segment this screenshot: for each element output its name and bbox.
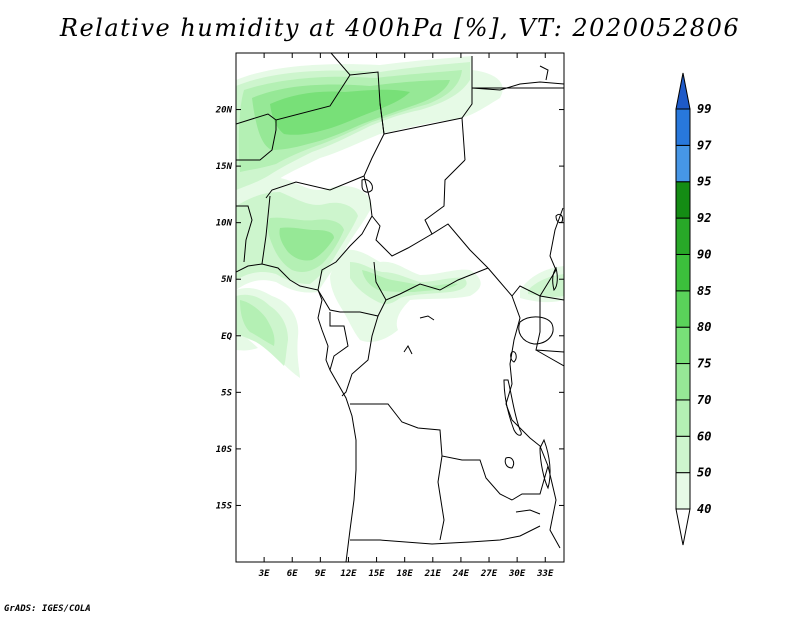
lake-turkana [552, 266, 558, 291]
border-angola-namibia [350, 539, 471, 545]
border-ethiopia [539, 295, 564, 301]
lon-tick-label: 12E [340, 569, 357, 579]
colorbar-segment [675, 472, 691, 510]
coast-mediterranean [471, 81, 564, 91]
lake-bangweulu [504, 457, 515, 469]
border-gabon-congo [329, 312, 349, 371]
lon-tick-label: 3E [258, 569, 270, 579]
colorbar-segment [675, 399, 691, 437]
lat-tick-label: 5S [221, 388, 232, 398]
colorbar-label: 70 [697, 393, 711, 407]
longitude-axis: 3E 6E 9E 12E 15E 18E 21E 24E 27E 30E 33E [258, 53, 554, 579]
border-benin-togo [261, 195, 271, 265]
colorbar-segment [675, 290, 691, 328]
border-cameroon-south [317, 289, 387, 317]
humidity-area-gulf-70 [240, 300, 275, 346]
lake-kariba [515, 509, 541, 515]
lat-tick-label: EQ [221, 332, 232, 342]
border-tanzania [535, 349, 564, 367]
border-niger-chad [363, 102, 385, 217]
lake-congo-2 [403, 345, 413, 355]
colorbar-label: 60 [697, 429, 711, 443]
border-congo-drc [341, 315, 379, 397]
lake-tanganyika [503, 379, 522, 436]
border-car-cameroon [373, 261, 489, 301]
humidity-area-west-75 [279, 227, 334, 261]
colorbar-label: 90 [697, 247, 711, 261]
border-ghana [236, 205, 253, 263]
border-chad-car [371, 215, 433, 257]
colorbar-segment [675, 253, 691, 292]
latitude-axis: 20N 15N 10N 5N EQ 5S 10S 15S [215, 106, 564, 511]
colorbar-label: 92 [697, 211, 711, 225]
lat-tick-label: 10S [216, 445, 233, 455]
colorbar-segment [675, 108, 691, 146]
colorbar-segment [675, 363, 691, 401]
colorbar-label: 97 [697, 138, 712, 152]
border-uganda-kenya [535, 296, 564, 353]
lon-tick-label: 33E [536, 569, 554, 579]
lat-tick-label: 10N [216, 219, 233, 229]
lon-tick-label: 9E [315, 569, 326, 579]
colorbar-segment [675, 144, 691, 183]
lon-tick-label: 18E [397, 569, 414, 579]
colorbar-segment [675, 217, 691, 255]
lon-tick-label: 6E [287, 569, 298, 579]
lake-kivu [510, 351, 517, 363]
colorbar-segment [675, 508, 691, 546]
lon-tick-label: 15E [368, 569, 385, 579]
colorbar-label: 50 [697, 466, 711, 480]
lon-tick-label: 30E [508, 569, 526, 579]
lake-congo-1 [419, 315, 435, 321]
lat-tick-label: 20N [215, 106, 233, 116]
lon-tick-label: 21E [424, 569, 442, 579]
lon-tick-label: 27E [480, 569, 498, 579]
border-drc-angola [350, 403, 513, 501]
border-drc-east [505, 295, 549, 467]
colorbar-label: 40 [697, 502, 711, 516]
humidity-area-central-70 [362, 270, 458, 292]
lake-chad [361, 179, 373, 193]
colorbar-segment [675, 72, 691, 110]
humidity-shading [236, 56, 564, 378]
border-nigeria [265, 175, 365, 199]
lake-victoria [518, 316, 554, 345]
map-frame [235, 52, 565, 563]
colorbar: 40 50 60 70 75 80 85 90 92 95 97 99 [675, 72, 712, 546]
coastlines [236, 65, 564, 562]
grads-credit: GrADS: IGES/COLA [4, 604, 91, 614]
colorbar-label: 85 [697, 284, 711, 298]
lake-tana-east [555, 213, 563, 223]
humidity-area-sahel-80 [270, 89, 410, 135]
lat-tick-label: 15N [216, 162, 233, 172]
lat-tick-label: 15S [216, 501, 233, 511]
nile-north [539, 65, 549, 81]
border-sudan-west [424, 159, 489, 269]
border-libya-egypt [461, 56, 473, 161]
colorbar-segment [675, 435, 691, 474]
border-angola-zambia [437, 455, 445, 541]
border-sudan-south [487, 207, 564, 297]
border-nigeria-cameroon [317, 215, 373, 291]
border-burkina [236, 120, 277, 161]
coast-west-africa [236, 263, 357, 562]
colorbar-segment [675, 181, 691, 219]
colorbar-segment [675, 326, 691, 365]
country-borders [236, 53, 564, 549]
lon-tick-label: 24E [452, 569, 470, 579]
border-mozambique [547, 465, 561, 549]
lake-malawi [539, 438, 551, 490]
colorbar-label: 80 [697, 320, 711, 334]
lat-tick-label: 5N [221, 275, 232, 285]
border-chad-sudan [383, 117, 463, 135]
colorbar-label: 99 [697, 102, 711, 116]
border-zambia-tanzania [511, 465, 549, 501]
colorbar-label: 75 [697, 357, 711, 371]
colorbar-label: 95 [697, 175, 711, 189]
map-title: Relative humidity at 400hPa [%], VT: 202… [59, 14, 741, 42]
border-zimbabwe [469, 525, 541, 543]
